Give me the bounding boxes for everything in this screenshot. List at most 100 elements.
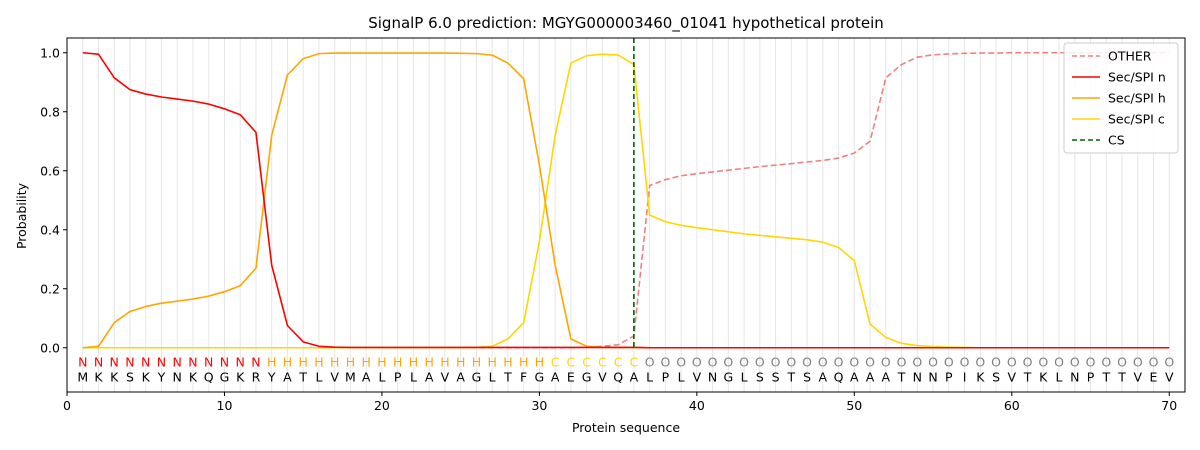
region-label: O xyxy=(960,355,970,370)
residue-letter: R xyxy=(252,369,261,384)
residue-letter: N xyxy=(913,369,922,384)
region-label: O xyxy=(1164,355,1174,370)
chart-title: SignalP 6.0 prediction: MGYG000003460_01… xyxy=(368,14,884,33)
residue-letter: P xyxy=(394,369,402,384)
residue-letter: A xyxy=(456,369,465,384)
region-label: O xyxy=(739,355,749,370)
legend-label: Sec/SPI h xyxy=(1108,91,1166,106)
legend: OTHER Sec/SPI n Sec/SPI h Sec/SPI c CS xyxy=(1063,42,1179,154)
region-label: H xyxy=(298,355,307,370)
region-label: O xyxy=(834,355,844,370)
residue-letter: L xyxy=(410,369,417,384)
residue-letter: E xyxy=(1150,369,1158,384)
residue-letter: V xyxy=(1008,369,1017,384)
residue-letter: M xyxy=(77,369,88,384)
residue-letter: K xyxy=(976,369,985,384)
residue-letter: G xyxy=(220,369,230,384)
region-label: H xyxy=(330,355,339,370)
region-label: H xyxy=(361,355,370,370)
region-label: N xyxy=(141,355,150,370)
region-label: H xyxy=(503,355,512,370)
legend-box xyxy=(1063,42,1179,154)
legend-label: Sec/SPI c xyxy=(1108,112,1165,127)
region-label: N xyxy=(78,355,87,370)
residue-letter: A xyxy=(630,369,639,384)
region-label: O xyxy=(912,355,922,370)
region-label: N xyxy=(220,355,229,370)
region-label: O xyxy=(723,355,733,370)
y-tick-label: 0.8 xyxy=(40,104,60,119)
residue-letter: T xyxy=(1023,369,1032,384)
x-tick-label: 50 xyxy=(846,398,862,413)
region-label: H xyxy=(440,355,449,370)
region-label: H xyxy=(377,355,386,370)
residue-letter: V xyxy=(1165,369,1174,384)
residue-letter: Q xyxy=(613,369,623,384)
residue-letter: L xyxy=(489,369,496,384)
residue-letter: K xyxy=(189,369,198,384)
plot-area xyxy=(82,38,1170,349)
region-label: O xyxy=(881,355,891,370)
residue-letter: K xyxy=(1039,369,1048,384)
x-tick-label: 30 xyxy=(531,398,547,413)
region-label: C xyxy=(567,355,576,370)
region-label: H xyxy=(456,355,465,370)
region-label: N xyxy=(188,355,197,370)
residue-letter: F xyxy=(520,369,527,384)
x-tick-label: 70 xyxy=(1161,398,1177,413)
region-label: O xyxy=(1054,355,1064,370)
region-label: O xyxy=(928,355,938,370)
region-label: O xyxy=(1117,355,1127,370)
region-label: O xyxy=(771,355,781,370)
region-label: O xyxy=(1038,355,1048,370)
region-label: H xyxy=(487,355,496,370)
region-label: O xyxy=(1070,355,1080,370)
region-label: O xyxy=(991,355,1001,370)
residue-letter: P xyxy=(1087,369,1095,384)
residue-letter: V xyxy=(441,369,450,384)
region-label: H xyxy=(519,355,528,370)
series-line-other xyxy=(82,51,1170,349)
axes-frame xyxy=(66,37,1186,393)
residue-letter: V xyxy=(1133,369,1142,384)
region-label: N xyxy=(125,355,134,370)
residue-letter: Q xyxy=(204,369,214,384)
x-tick-label: 40 xyxy=(689,398,705,413)
region-label: O xyxy=(849,355,859,370)
region-label: H xyxy=(535,355,544,370)
y-tick-label: 0.0 xyxy=(40,340,60,355)
y-tick-label: 0.2 xyxy=(40,281,60,296)
region-label: H xyxy=(393,355,402,370)
region-label: O xyxy=(1133,355,1143,370)
residue-letter: N xyxy=(1070,369,1079,384)
region-label: O xyxy=(1101,355,1111,370)
region-label: O xyxy=(1023,355,1033,370)
residue-letter: A xyxy=(819,369,828,384)
region-label: O xyxy=(1086,355,1096,370)
residue-letter: T xyxy=(503,369,512,384)
region-label: N xyxy=(110,355,119,370)
region-label: O xyxy=(708,355,718,370)
region-label: O xyxy=(1149,355,1159,370)
region-label: N xyxy=(204,355,213,370)
region-label: N xyxy=(251,355,260,370)
residue-letter: G xyxy=(472,369,482,384)
series-line-sec-spi-n xyxy=(82,51,1170,349)
region-label: N xyxy=(236,355,245,370)
residue-letter: V xyxy=(693,369,702,384)
y-tick-label: 0.6 xyxy=(40,163,60,178)
region-label: H xyxy=(346,355,355,370)
residue-letter: A xyxy=(425,369,434,384)
region-label: O xyxy=(755,355,765,370)
residue-letter: N xyxy=(708,369,717,384)
legend-label: OTHER xyxy=(1108,49,1152,64)
x-tick-label: 20 xyxy=(374,398,390,413)
residue-letter: N xyxy=(173,369,182,384)
region-label: H xyxy=(424,355,433,370)
residue-letter: T xyxy=(1101,369,1110,384)
y-axis-label: Probability xyxy=(14,182,29,249)
region-label: H xyxy=(267,355,276,370)
region-label: N xyxy=(157,355,166,370)
residue-letter: T xyxy=(787,369,796,384)
